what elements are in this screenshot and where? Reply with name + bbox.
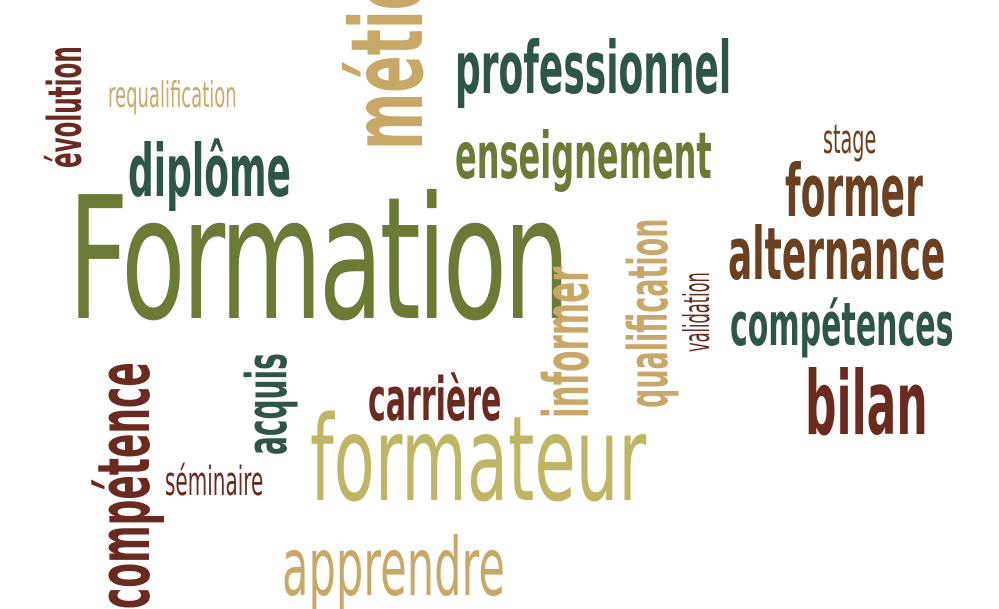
word-apprendre: apprendre (282, 521, 505, 609)
word-formation: Formation (68, 161, 570, 359)
word-seminaire: séminaire (165, 459, 264, 505)
word-competences: compétences (730, 290, 954, 360)
word-qualification: qualification (617, 218, 680, 408)
word-alternance: alternance (728, 212, 946, 296)
word-requalification: requalification (108, 75, 237, 116)
word-former: former (785, 149, 923, 233)
word-formateur: formateur (310, 390, 647, 528)
word-evolution: évolution (38, 46, 92, 168)
word-stage: stage (823, 117, 877, 163)
word-metier: métier (329, 0, 446, 150)
word-professionnel: professionnel (455, 26, 732, 110)
word-acquis: acquis (235, 353, 300, 455)
word-validation: validation (677, 272, 718, 352)
word-competence: compétence (82, 362, 166, 609)
word-diplome: diplôme (128, 129, 291, 213)
word-bilan: bilan (805, 352, 928, 455)
word-enseignement: enseignement (455, 120, 712, 194)
word-carriere: carrière (368, 365, 502, 435)
